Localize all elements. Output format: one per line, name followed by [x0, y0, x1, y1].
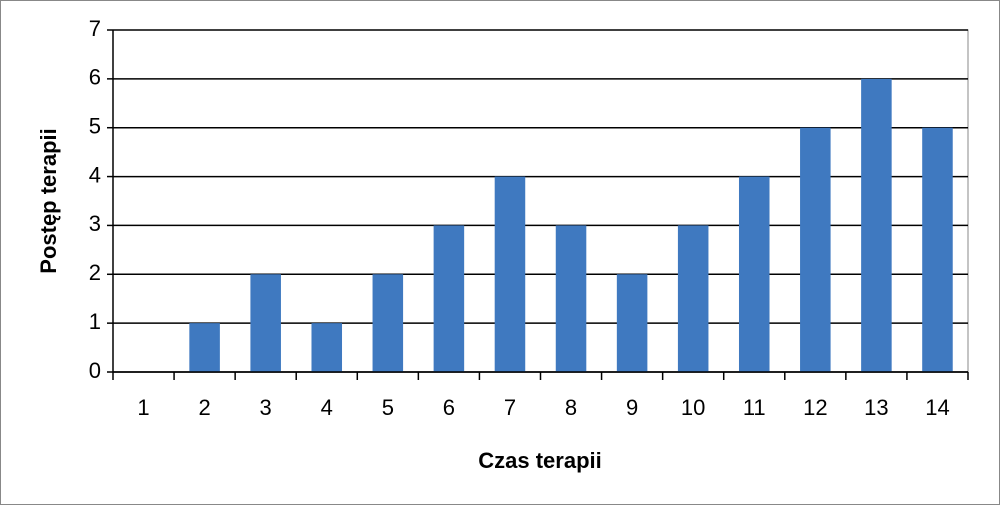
- x-tick-label: 11: [743, 395, 766, 420]
- x-tick-label: 2: [198, 395, 210, 420]
- bar: [800, 127, 831, 372]
- x-tick-label: 6: [443, 395, 455, 420]
- y-tick-label: 7: [89, 16, 101, 41]
- x-tick-label: 12: [803, 395, 827, 420]
- x-tick-label: 13: [864, 395, 888, 420]
- bar: [311, 323, 343, 372]
- bar: [250, 274, 281, 372]
- x-tick-label: 8: [565, 395, 577, 420]
- y-tick-label: 3: [89, 211, 101, 236]
- bar: [494, 176, 526, 372]
- bar: [738, 176, 770, 372]
- x-tick-label: 14: [925, 395, 949, 420]
- x-tick-label: 9: [626, 395, 638, 420]
- y-tick-label: 5: [89, 114, 101, 139]
- bar: [372, 274, 404, 372]
- bar: [677, 225, 709, 372]
- y-tick-label: 2: [89, 260, 101, 285]
- bar: [922, 127, 953, 372]
- x-tick-label: 5: [382, 395, 394, 420]
- y-tick-label: 6: [89, 65, 101, 90]
- x-axis-title: Czas terapii: [478, 448, 602, 473]
- bar: [616, 274, 648, 372]
- bar: [861, 78, 892, 372]
- y-tick-label: 0: [89, 358, 101, 383]
- x-tick-label: 7: [504, 395, 516, 420]
- bar: [555, 225, 587, 372]
- bar: [189, 323, 220, 372]
- y-tick-label: 4: [89, 162, 101, 187]
- x-tick-label: 1: [137, 395, 149, 420]
- x-tick-label: 3: [260, 395, 272, 420]
- bar: [433, 225, 465, 372]
- y-tick-label: 1: [89, 309, 101, 334]
- x-tick-label: 4: [321, 395, 333, 420]
- x-tick-label: 10: [681, 395, 705, 420]
- y-axis-title: Postęp terapii: [36, 128, 61, 273]
